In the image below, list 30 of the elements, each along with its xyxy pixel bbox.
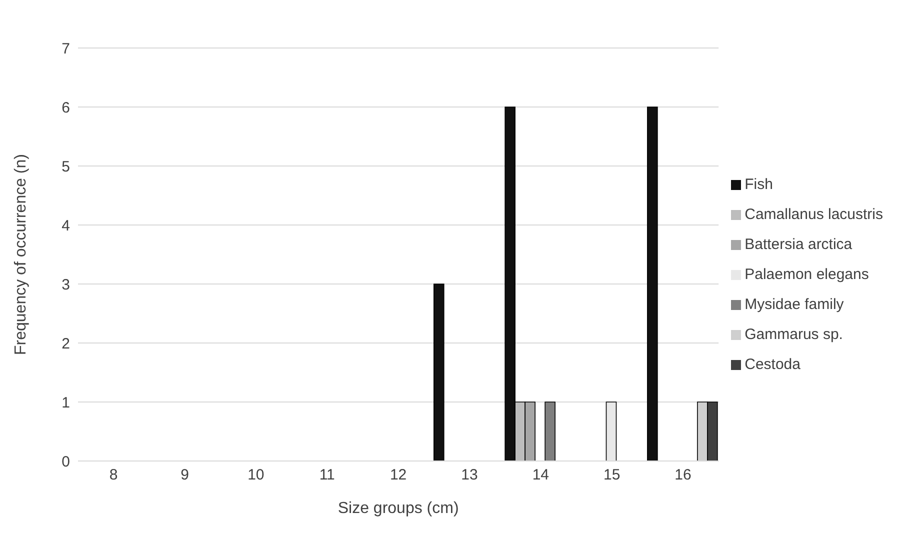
y-tick-label: 4 — [62, 217, 70, 234]
y-tick-label: 6 — [62, 99, 70, 116]
y-tick-label: 2 — [62, 335, 70, 352]
legend-label: Camallanus lacustris — [744, 206, 883, 222]
y-axis-title: Frequency of occurrence (n) — [12, 154, 30, 355]
y-tick-label: 5 — [62, 158, 70, 176]
x-tick-label: 16 — [674, 466, 692, 484]
x-tick-label: 12 — [390, 466, 407, 484]
bar — [433, 284, 444, 461]
x-tick-label: 10 — [248, 466, 264, 484]
bar — [647, 106, 658, 461]
y-tick-label: 3 — [62, 276, 70, 294]
legend-label: Gammarus sp. — [744, 326, 843, 342]
legend-label: Palaemon elegans — [744, 266, 869, 282]
x-tick-label: 14 — [532, 466, 550, 484]
bar — [544, 402, 556, 461]
legend-label: Cestoda — [744, 356, 800, 372]
y-tick-label: 7 — [62, 40, 70, 58]
legend-label: Mysidae family — [744, 296, 844, 312]
y-tick-label: 0 — [62, 453, 70, 470]
legend-label: Battersia arctica — [744, 236, 852, 252]
x-axis-title: Size groups (cm) — [338, 500, 459, 517]
legend-label: Fish — [744, 176, 773, 192]
bar — [606, 402, 617, 461]
y-tick-label: 1 — [62, 394, 70, 412]
x-tick-label: 11 — [319, 466, 335, 484]
x-tick-label: 8 — [109, 466, 118, 484]
x-tick-label: 13 — [461, 466, 478, 484]
x-tick-label: 9 — [180, 466, 189, 484]
x-tick-label: 15 — [603, 466, 620, 484]
